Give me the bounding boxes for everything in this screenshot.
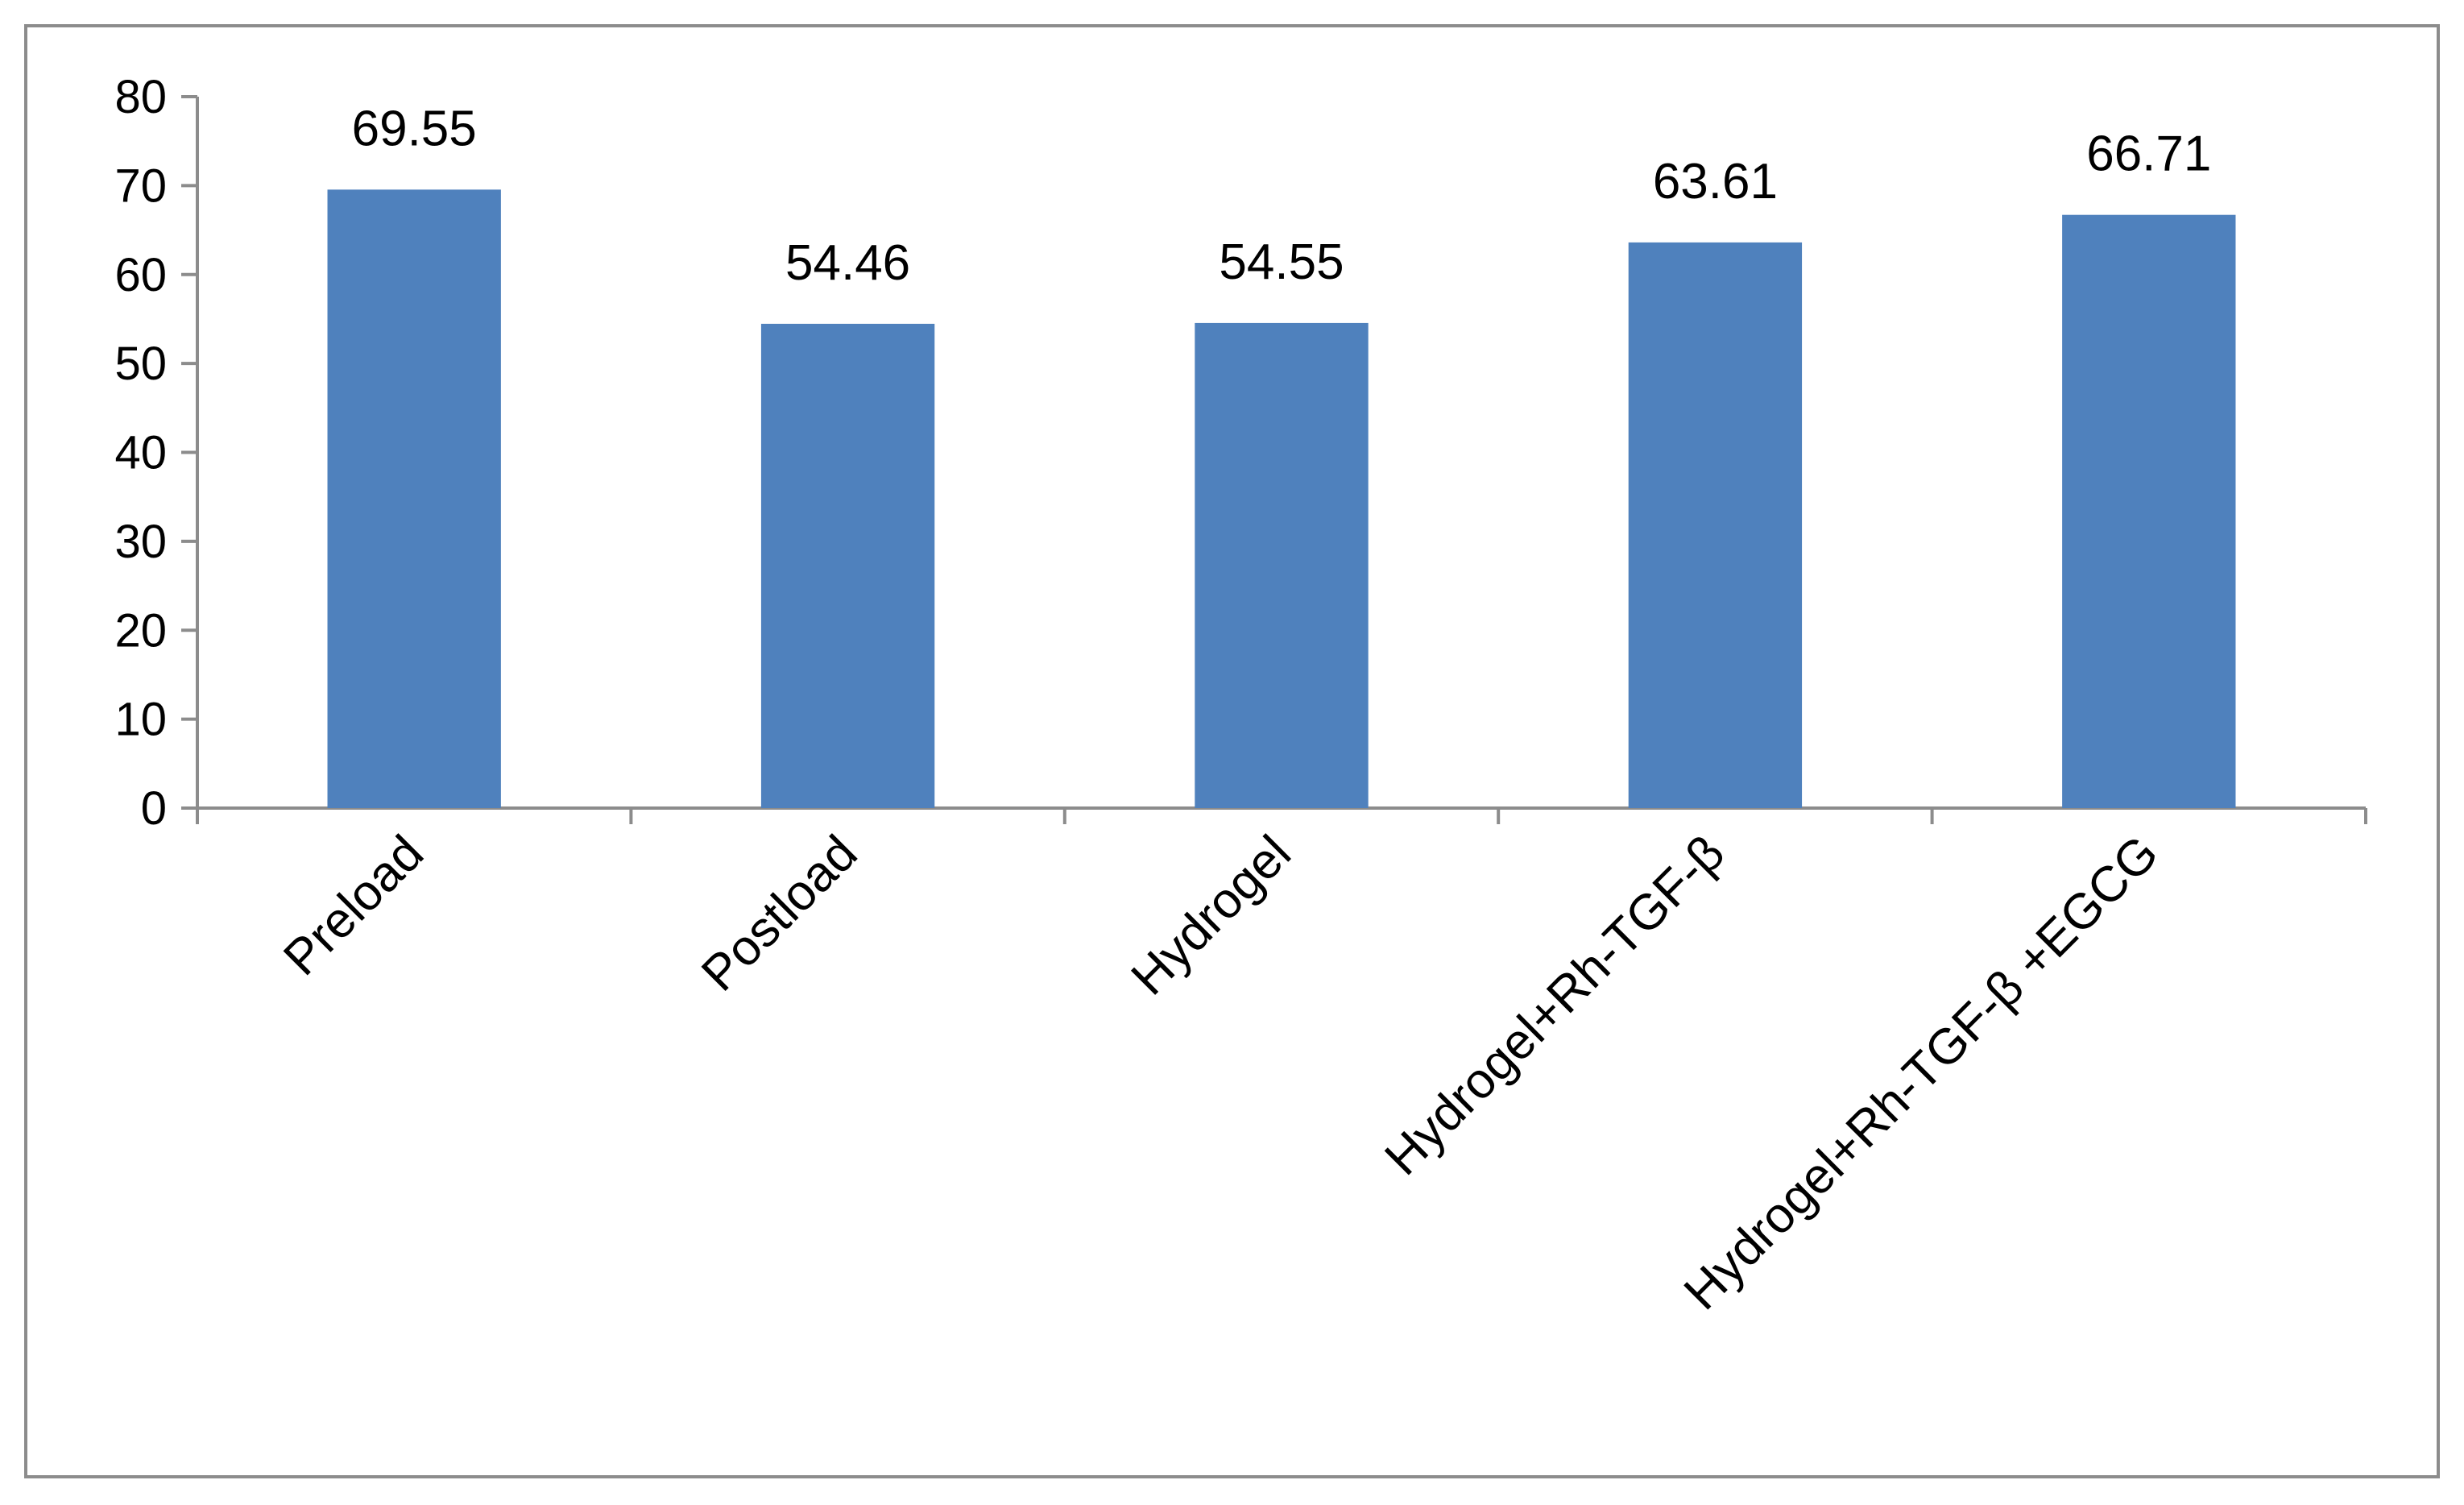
bar — [2062, 214, 2236, 809]
bars — [327, 189, 2236, 809]
data-label: 69.55 — [352, 101, 477, 156]
bar — [327, 189, 501, 809]
category-label: Postload — [691, 825, 868, 1001]
y-tick-label: 0 — [141, 782, 167, 835]
data-label: 66.71 — [2086, 126, 2211, 182]
category-label: Hydrogel+Rh-TGF-β +EGCG — [1674, 825, 2169, 1321]
y-tick-label: 10 — [114, 694, 167, 746]
y-tick-label: 50 — [114, 338, 167, 390]
y-tick-label: 70 — [114, 160, 167, 212]
data-labels: 69.55 54.46 54.55 63.61 66.71 — [352, 101, 2212, 291]
category-label: Hydrogel+Rh-TGF-β — [1374, 825, 1735, 1186]
x-axis — [196, 806, 2367, 824]
category-label: Hydrogel — [1121, 825, 1302, 1005]
y-tick-label: 20 — [114, 604, 167, 657]
data-label: 54.55 — [1219, 234, 1344, 290]
data-label: 63.61 — [1653, 154, 1778, 209]
category-label: Preload — [273, 825, 434, 986]
category-labels: Preload Postload Hydrogel Hydrogel+Rh-TGF-β… — [273, 825, 2169, 1321]
y-tick-label: 60 — [114, 249, 167, 301]
bar — [760, 323, 935, 809]
y-tick-label: 40 — [114, 427, 167, 479]
y-tick-label: 30 — [114, 516, 167, 568]
y-axis: 0 10 20 30 40 50 60 70 80 — [114, 71, 199, 835]
y-tick-label: 80 — [114, 71, 167, 123]
bar — [1628, 242, 1803, 808]
data-label: 54.46 — [785, 235, 910, 291]
bar — [1195, 322, 1369, 808]
